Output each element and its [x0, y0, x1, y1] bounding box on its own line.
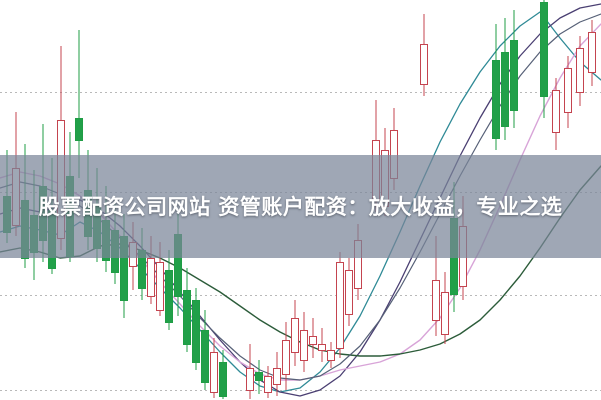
- candle-body: [420, 44, 428, 85]
- candle-down: [318, 328, 326, 362]
- candle-body: [510, 40, 518, 111]
- candle-body: [219, 362, 227, 397]
- candle-body: [264, 376, 272, 393]
- candle-body: [441, 292, 449, 335]
- candle-down: [564, 56, 572, 128]
- candle-up: [219, 350, 227, 399]
- candle-body: [564, 68, 572, 113]
- candle-body: [183, 290, 191, 345]
- candle-down: [420, 14, 428, 96]
- candle-body: [300, 330, 308, 361]
- candle-down: [327, 342, 335, 368]
- candle-up: [201, 310, 209, 390]
- candle-body: [156, 262, 164, 311]
- candle-down: [264, 366, 272, 398]
- candle-up: [255, 360, 263, 394]
- candle-body: [210, 352, 218, 393]
- candle-body: [147, 258, 155, 297]
- candle-body: [309, 336, 317, 345]
- candle-body: [291, 318, 299, 353]
- candle-body: [552, 90, 560, 133]
- candle-down: [576, 36, 584, 106]
- candle-body: [318, 344, 326, 351]
- candle-body: [201, 330, 209, 383]
- candle-down: [552, 78, 560, 150]
- page-title: 股票配资公司网站 资管账户配资：放大收益，专业之选: [38, 194, 563, 219]
- candle-down: [588, 20, 596, 86]
- candle-body: [501, 52, 509, 127]
- candle-body: [327, 350, 335, 361]
- candle-down: [291, 300, 299, 366]
- candle-body: [345, 270, 353, 315]
- candle-down: [300, 312, 308, 372]
- candle-down: [309, 318, 317, 358]
- candle-body: [588, 32, 596, 73]
- candle-body: [192, 300, 200, 363]
- candle-body: [75, 118, 83, 141]
- candle-down: [282, 322, 290, 390]
- candle-up: [192, 288, 200, 370]
- title-overlay-band: 股票配资公司网站 资管账户配资：放大收益，专业之选: [0, 155, 601, 258]
- candle-body: [282, 340, 290, 375]
- candle-body: [246, 368, 254, 391]
- candle-down: [336, 252, 344, 358]
- candle-body: [540, 2, 548, 97]
- candle-down: [246, 344, 254, 399]
- candle-body: [432, 280, 440, 321]
- candle-up: [183, 268, 191, 352]
- candle-down: [441, 272, 449, 344]
- candle-up: [540, 0, 548, 118]
- candle-body: [255, 372, 263, 381]
- candle-down: [345, 258, 353, 326]
- candle-body: [492, 60, 500, 139]
- candle-up: [501, 18, 509, 140]
- candle-up: [75, 30, 83, 178]
- candle-body: [576, 48, 584, 93]
- candle-body: [336, 262, 344, 349]
- candle-up: [492, 24, 500, 150]
- candle-up: [165, 250, 173, 330]
- candle-up: [510, 10, 518, 128]
- candle-body: [165, 270, 173, 323]
- candle-body: [273, 368, 281, 385]
- candle-down: [273, 352, 281, 396]
- candle-down: [210, 338, 218, 398]
